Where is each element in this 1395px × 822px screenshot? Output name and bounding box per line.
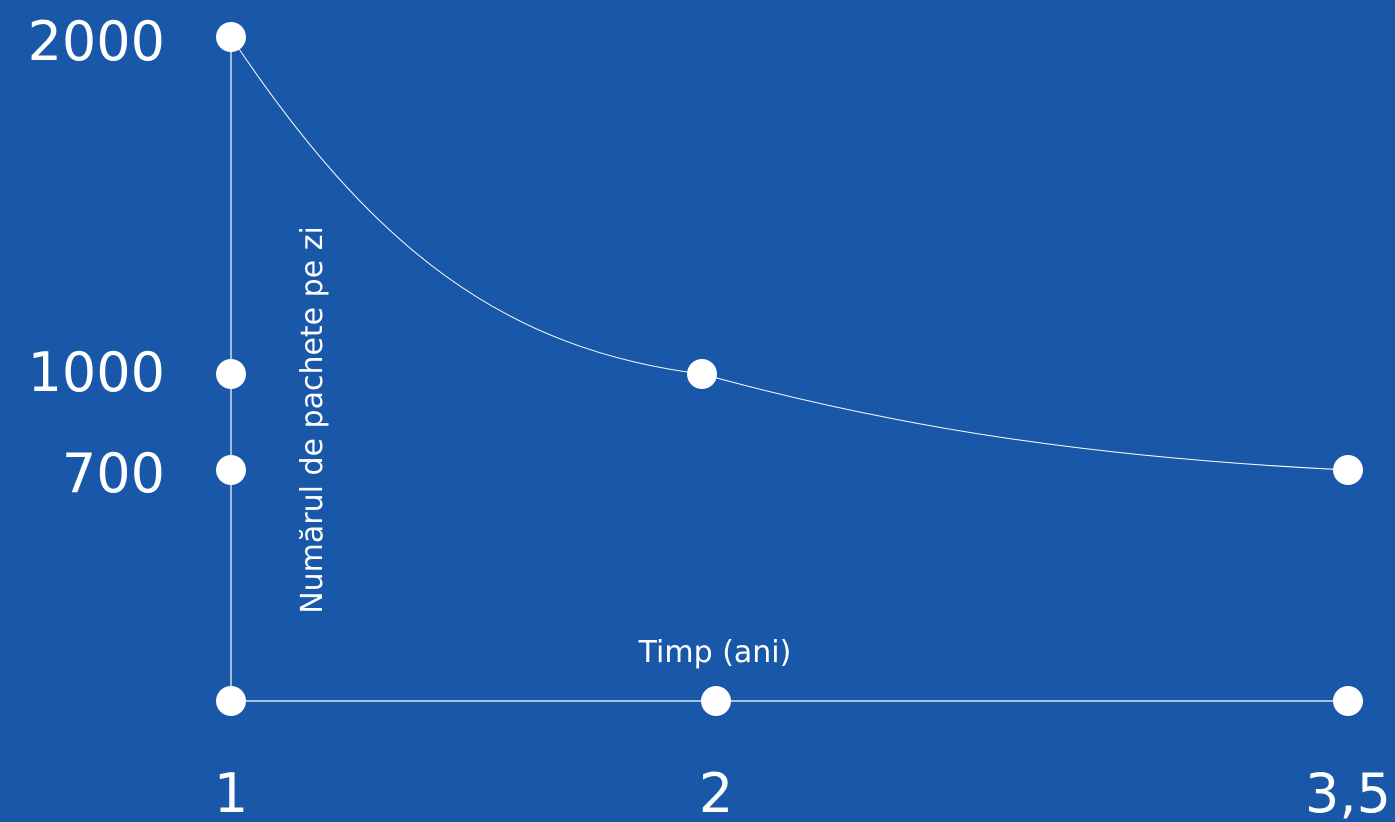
data-point-1	[216, 22, 246, 52]
x-axis-title: Timp (ani)	[638, 635, 792, 670]
data-point-3-5	[1333, 455, 1363, 485]
x-tick-label-2: 2	[699, 762, 733, 822]
x-tick-label-3-5: 3,5	[1305, 762, 1391, 822]
x-axis-marker-3-5	[1333, 686, 1363, 716]
x-tick-label-1: 1	[214, 762, 248, 822]
x-axis-marker-2	[701, 686, 731, 716]
data-point-2	[687, 359, 717, 389]
y-tick-label-1000: 1000	[28, 341, 165, 404]
y-axis-marker-1000	[216, 359, 246, 389]
y-axis-title: Numărul de pachete pe zi	[295, 226, 330, 614]
axis-markers	[216, 359, 1363, 716]
y-tick-label-2000: 2000	[28, 10, 165, 73]
y-tick-label-700: 700	[62, 442, 165, 505]
y-axis-marker-700	[216, 455, 246, 485]
axis-origin-marker	[216, 686, 246, 716]
data-points	[216, 22, 1363, 485]
